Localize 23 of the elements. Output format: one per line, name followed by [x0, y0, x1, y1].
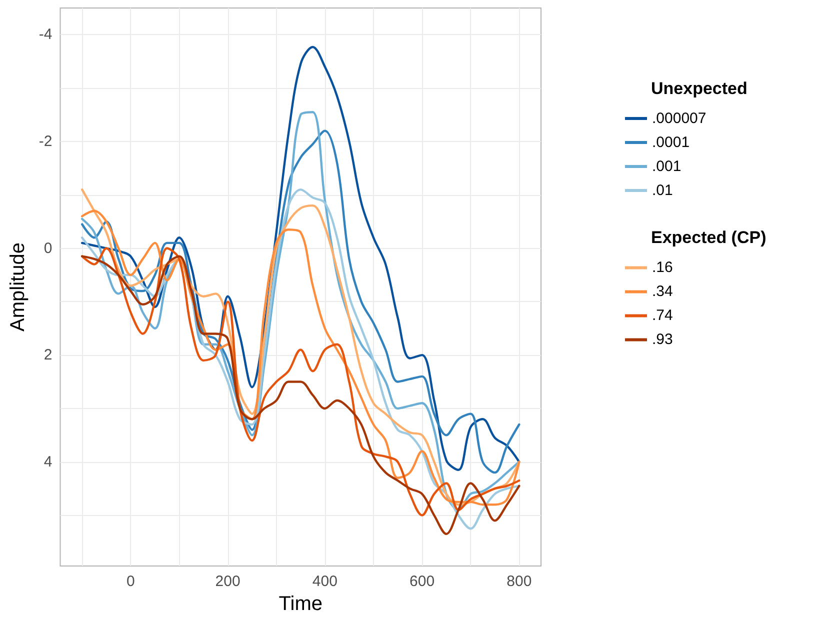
x-tick-label: 600 [410, 573, 435, 590]
legend-label: .74 [652, 307, 673, 324]
x-tick-label: 800 [506, 573, 532, 590]
legend-label: .93 [652, 331, 673, 348]
legend-label: .000007 [652, 110, 706, 127]
x-tick-label: 400 [312, 573, 338, 590]
y-axis-title: Amplitude [7, 242, 29, 332]
y-tick-label: 0 [44, 240, 52, 257]
y-tick-label: -2 [38, 132, 52, 150]
y-tick-label: -4 [38, 26, 52, 44]
text: Unexpected [651, 79, 748, 98]
line-series [80, 46, 520, 471]
x-tick-label: 200 [215, 573, 240, 590]
text: Expected (CP) [651, 228, 766, 248]
legend-label: .16 [652, 259, 673, 276]
x-axis-title: Time [278, 592, 322, 615]
x-tick-label: 0 [126, 573, 135, 590]
legend-label: .0001 [652, 134, 690, 151]
legend-label: .01 [652, 182, 673, 199]
y-tick-label: 4 [44, 453, 52, 470]
legend-label: .001 [652, 158, 682, 175]
legend-label: .34 [652, 283, 673, 300]
y-tick-label: 2 [44, 346, 52, 364]
